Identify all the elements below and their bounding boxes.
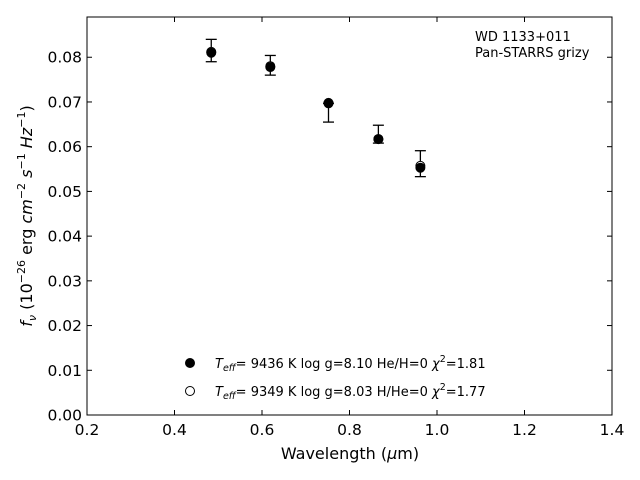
y-tick-label: 0.05 [47,183,82,201]
x-tick-label: 0.2 [75,421,100,439]
annotation-survey: Pan-STARRS grizy [475,46,590,61]
point-model-filled [265,62,276,73]
legend-entry-2: Teff= 9349 K log g=8.03 H/He=0 χ2=1.77 [215,382,486,402]
legend-entry-1: Teff= 9436 K log g=8.10 He/H=0 χ2=1.81 [215,354,486,374]
point-model-filled [206,47,217,58]
point-model-filled [373,134,384,145]
error-bars [205,38,426,178]
y-tick-label: 0.07 [47,93,82,111]
x-tick-label: 0.8 [337,421,362,439]
x-tick-label: 1.0 [425,421,450,439]
x-tick-label: 0.4 [162,421,187,439]
x-axis-ticks: 0.2 0.4 0.6 0.8 1.0 1.2 1.4 [75,17,625,439]
point-model-filled [323,97,334,108]
plot-frame [86,16,613,416]
x-tick-label: 0.6 [250,421,275,439]
x-tick-label: 1.2 [512,421,537,439]
annotation-object: WD 1133+011 [475,30,571,45]
legend-marker-filled [185,358,195,368]
legend-marker-open [185,386,195,396]
y-tick-label: 0.03 [47,272,82,290]
x-tick-label: 1.4 [600,421,625,439]
y-axis-ticks: 0.00 0.01 0.02 0.03 0.04 0.05 0.06 0.07 0.08 [47,49,612,425]
y-tick-label: 0.08 [47,49,82,67]
y-tick-label: 0.02 [47,317,82,335]
y-tick-label: 0.00 [47,407,82,425]
legend: Teff= 9436 K log g=8.10 He/H=0 χ2=1.81 T… [185,354,486,402]
y-tick-label: 0.01 [47,362,82,380]
x-axis-label: Wavelength (μm) [281,444,419,463]
point-model-filled [415,162,426,173]
data-markers [206,46,426,173]
y-axis-label: fν (10−26 erg cm−2 s−1 Hz−1) [15,105,39,326]
y-tick-label: 0.04 [47,228,82,246]
y-tick-label: 0.06 [47,138,82,156]
